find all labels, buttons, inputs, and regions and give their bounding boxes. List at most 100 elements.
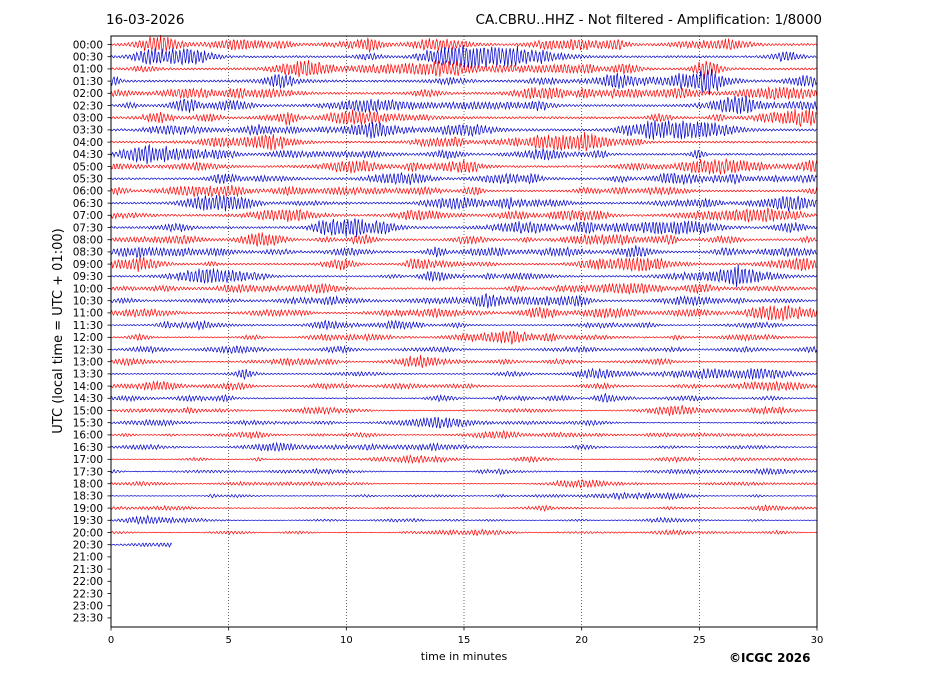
y-tick-label: 01:30 <box>73 76 103 88</box>
y-tick-label: 00:00 <box>73 39 103 51</box>
chart-title: CA.CBRU..HHZ - Not filtered - Amplificat… <box>475 12 822 28</box>
date-label: 16-03-2026 <box>106 12 185 28</box>
y-tick-label: 22:30 <box>73 588 103 600</box>
trace-row <box>110 86 817 100</box>
y-tick-label: 12:30 <box>73 344 103 356</box>
y-tick-label: 09:30 <box>73 271 103 283</box>
y-tick-label: 00:30 <box>73 52 103 64</box>
y-tick-label: 23:30 <box>73 613 103 625</box>
trace-row <box>110 207 817 223</box>
trace-row <box>110 45 817 69</box>
trace-row <box>110 305 817 322</box>
trace-row <box>110 34 817 55</box>
y-tick-label: 09:00 <box>73 259 103 271</box>
trace-row <box>110 354 817 368</box>
trace-row <box>110 392 817 404</box>
trace-row <box>110 416 817 429</box>
y-tick-label: 11:00 <box>73 308 103 320</box>
y-tick-label: 19:00 <box>73 503 103 515</box>
y-tick-label: 15:30 <box>73 418 103 430</box>
x-tick-label: 20 <box>575 635 588 646</box>
trace-row <box>110 380 817 392</box>
trace-row <box>110 264 817 288</box>
y-tick-label: 03:00 <box>73 113 103 125</box>
trace-row <box>110 504 817 513</box>
trace-row <box>110 120 817 140</box>
trace-row <box>110 158 817 175</box>
trace-row <box>110 143 817 165</box>
trace-row <box>110 131 817 152</box>
trace-row <box>110 218 817 238</box>
y-tick-label: 16:30 <box>73 442 103 454</box>
y-tick-label: 20:30 <box>73 540 103 552</box>
trace-row <box>110 367 817 381</box>
trace-row <box>110 467 817 476</box>
y-tick-label: 19:30 <box>73 515 103 527</box>
y-tick-label: 06:00 <box>73 186 103 198</box>
trace-row <box>110 256 817 273</box>
y-tick-label: 04:30 <box>73 149 103 161</box>
y-tick-label: 04:00 <box>73 137 103 149</box>
trace-row <box>110 59 817 79</box>
y-tick-label: 12:00 <box>73 332 103 344</box>
seismic-traces <box>110 34 817 548</box>
copyright-label: ©ICGC 2026 <box>729 651 811 665</box>
y-tick-label: 13:30 <box>73 369 103 381</box>
axes: 00:0000:3001:0001:3002:0002:3003:0003:30… <box>73 35 823 646</box>
y-tick-label: 18:00 <box>73 479 103 491</box>
y-tick-label: 08:30 <box>73 247 103 259</box>
y-tick-label: 17:00 <box>73 454 103 466</box>
trace-row <box>110 195 817 212</box>
trace-row <box>110 108 817 127</box>
y-tick-label: 10:00 <box>73 283 103 295</box>
trace-row <box>110 184 817 198</box>
y-tick-label: 05:30 <box>73 174 103 186</box>
trace-row <box>110 172 817 186</box>
plot-frame <box>110 35 818 628</box>
y-tick-label: 11:30 <box>73 320 103 332</box>
trace-row <box>110 514 817 525</box>
y-tick-label: 01:00 <box>73 64 103 76</box>
x-tick-label: 15 <box>458 635 471 646</box>
trace-row <box>110 491 817 501</box>
y-tick-label: 14:00 <box>73 381 103 393</box>
trace-row <box>110 293 817 309</box>
y-axis-label: UTC (local time = UTC + 01:00) <box>51 228 66 433</box>
y-tick-label: 15:00 <box>73 405 103 417</box>
x-tick-label: 5 <box>225 635 231 646</box>
x-axis-label: time in minutes <box>421 650 508 663</box>
trace-row <box>110 441 817 452</box>
y-tick-label: 02:00 <box>73 88 103 100</box>
y-tick-label: 05:00 <box>73 161 103 173</box>
y-tick-label: 02:30 <box>73 100 103 112</box>
grid-lines <box>228 36 700 627</box>
y-tick-label: 13:00 <box>73 357 103 369</box>
y-tick-label: 03:30 <box>73 125 103 137</box>
trace-row <box>110 282 817 295</box>
trace-row <box>110 319 817 331</box>
trace-row <box>110 405 817 416</box>
x-tick-label: 10 <box>340 635 353 646</box>
trace-row <box>110 345 817 355</box>
y-tick-label: 21:30 <box>73 564 103 576</box>
trace-row <box>110 478 817 489</box>
y-tick-label: 07:30 <box>73 222 103 234</box>
y-tick-label: 14:30 <box>73 393 103 405</box>
trace-row <box>110 429 817 440</box>
trace-row <box>110 68 817 96</box>
trace-row <box>110 232 817 247</box>
x-tick-label: 0 <box>108 635 114 646</box>
y-tick-label: 16:00 <box>73 430 103 442</box>
trace-row <box>110 95 817 114</box>
y-tick-label: 07:00 <box>73 210 103 222</box>
y-tick-label: 20:00 <box>73 527 103 539</box>
trace-row <box>110 330 817 345</box>
trace-row <box>110 528 817 536</box>
y-tick-label: 17:30 <box>73 466 103 478</box>
y-tick-label: 06:30 <box>73 198 103 210</box>
trace-row <box>110 453 817 464</box>
y-tick-label: 22:00 <box>73 576 103 588</box>
trace-row <box>110 542 173 548</box>
y-tick-label: 21:00 <box>73 552 103 564</box>
